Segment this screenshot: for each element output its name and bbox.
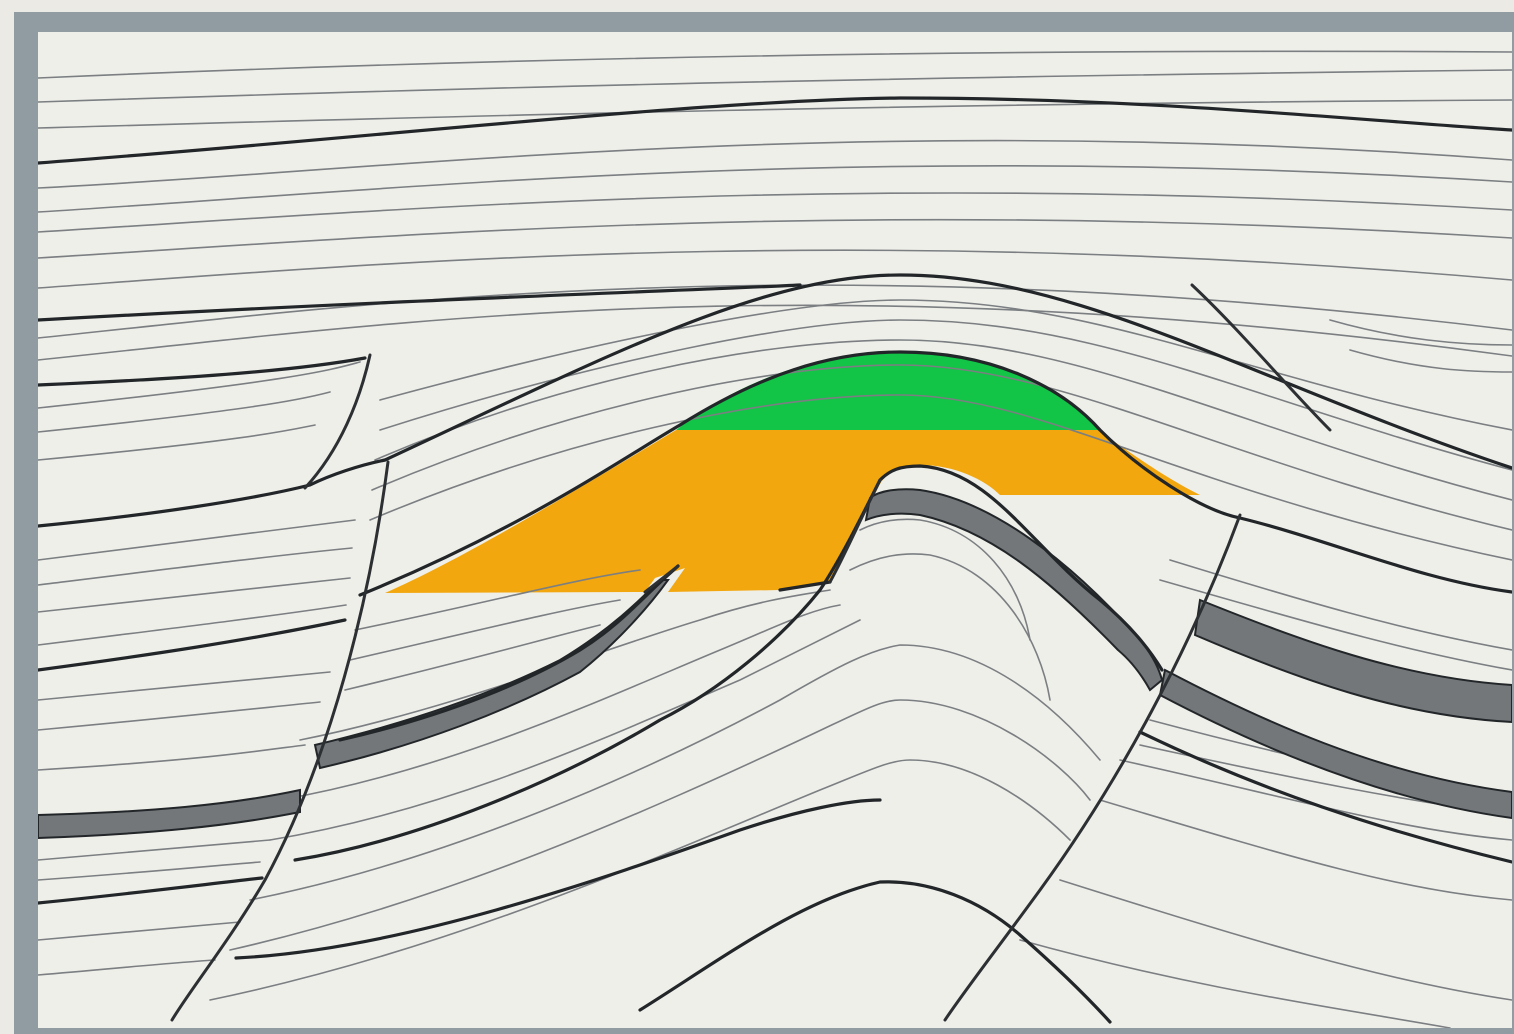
bedding-line	[38, 604, 347, 646]
bedding-line	[38, 671, 331, 701]
shale-band	[1158, 668, 1512, 820]
shale-band	[1193, 598, 1512, 724]
bedding-line	[38, 361, 361, 409]
bedding-line	[379, 319, 1512, 471]
horizon	[383, 273, 1512, 470]
gas-zone	[676, 352, 1098, 430]
horizon	[638, 880, 1112, 1024]
bedding-line	[374, 339, 1512, 501]
bedding-line	[859, 518, 1031, 641]
fault-line	[828, 478, 882, 584]
bedding-line	[354, 569, 641, 631]
bedding-line	[38, 391, 331, 433]
bedding-line	[1019, 939, 1451, 1028]
fault-line	[170, 460, 390, 1022]
bedding-line	[38, 744, 306, 771]
bedding-line	[38, 139, 1512, 189]
bedding-line	[1159, 579, 1512, 671]
bedding-line	[38, 50, 1512, 79]
bedding-line	[209, 759, 1071, 1001]
bedding-line	[299, 589, 831, 741]
horizon	[38, 458, 387, 528]
horizon	[38, 96, 1512, 165]
bedding-line	[38, 959, 216, 976]
horizon	[778, 580, 832, 592]
bedding-line	[269, 619, 861, 841]
horizon	[358, 350, 1512, 597]
bedding-line	[369, 394, 1512, 561]
cross-section-canvas	[38, 32, 1512, 1028]
horizon	[338, 564, 680, 742]
bedding-line	[1349, 349, 1512, 373]
section-frame	[14, 12, 1514, 1034]
shale-bands	[38, 488, 1512, 840]
horizon	[38, 618, 347, 672]
shale-band	[864, 488, 1164, 692]
horizon	[38, 876, 264, 905]
bedding-line	[38, 69, 1512, 103]
bedding-line	[38, 861, 261, 881]
bedding-line	[38, 218, 1512, 259]
bedding-line	[38, 284, 1512, 339]
horizon	[234, 798, 882, 960]
shale-band	[313, 579, 670, 770]
thin-bedding-lines	[38, 50, 1512, 1028]
horizon	[38, 356, 367, 387]
bedding-line	[38, 304, 1512, 361]
bedding-line	[38, 577, 351, 613]
bedding-line	[1059, 879, 1512, 1001]
bedding-line	[1329, 319, 1512, 346]
cross-section-svg	[38, 50, 1512, 1028]
bedding-line	[38, 192, 1512, 233]
bedding-line	[38, 701, 321, 731]
bedding-line	[38, 839, 271, 861]
bedding-line	[344, 624, 601, 691]
bedding-line	[38, 921, 241, 941]
shale-band	[38, 788, 301, 840]
fault-line	[943, 513, 1242, 1022]
bedding-line	[1099, 799, 1512, 901]
fault-line	[1190, 283, 1332, 432]
fault-line	[303, 353, 372, 490]
bedding-line	[38, 519, 356, 561]
bedding-line	[849, 553, 1051, 701]
bedding-line	[379, 299, 1512, 431]
fault-line	[643, 564, 680, 594]
bedding-line	[38, 547, 353, 586]
bedding-line	[249, 644, 1101, 901]
bedding-line	[349, 599, 621, 661]
oil-zone	[385, 430, 1200, 593]
horizon	[38, 283, 802, 322]
bedding-line	[38, 424, 316, 461]
bedding-line	[1119, 759, 1512, 841]
bedding-line	[38, 164, 1512, 213]
fault-lines	[170, 283, 1332, 1022]
horizon	[1138, 730, 1512, 864]
bedding-line	[1169, 559, 1512, 651]
bedding-line	[38, 249, 1512, 289]
bedding-line	[229, 699, 1091, 951]
bold-horizons	[38, 96, 1512, 1024]
bedding-line	[279, 604, 841, 801]
bedding-line	[371, 364, 1512, 531]
